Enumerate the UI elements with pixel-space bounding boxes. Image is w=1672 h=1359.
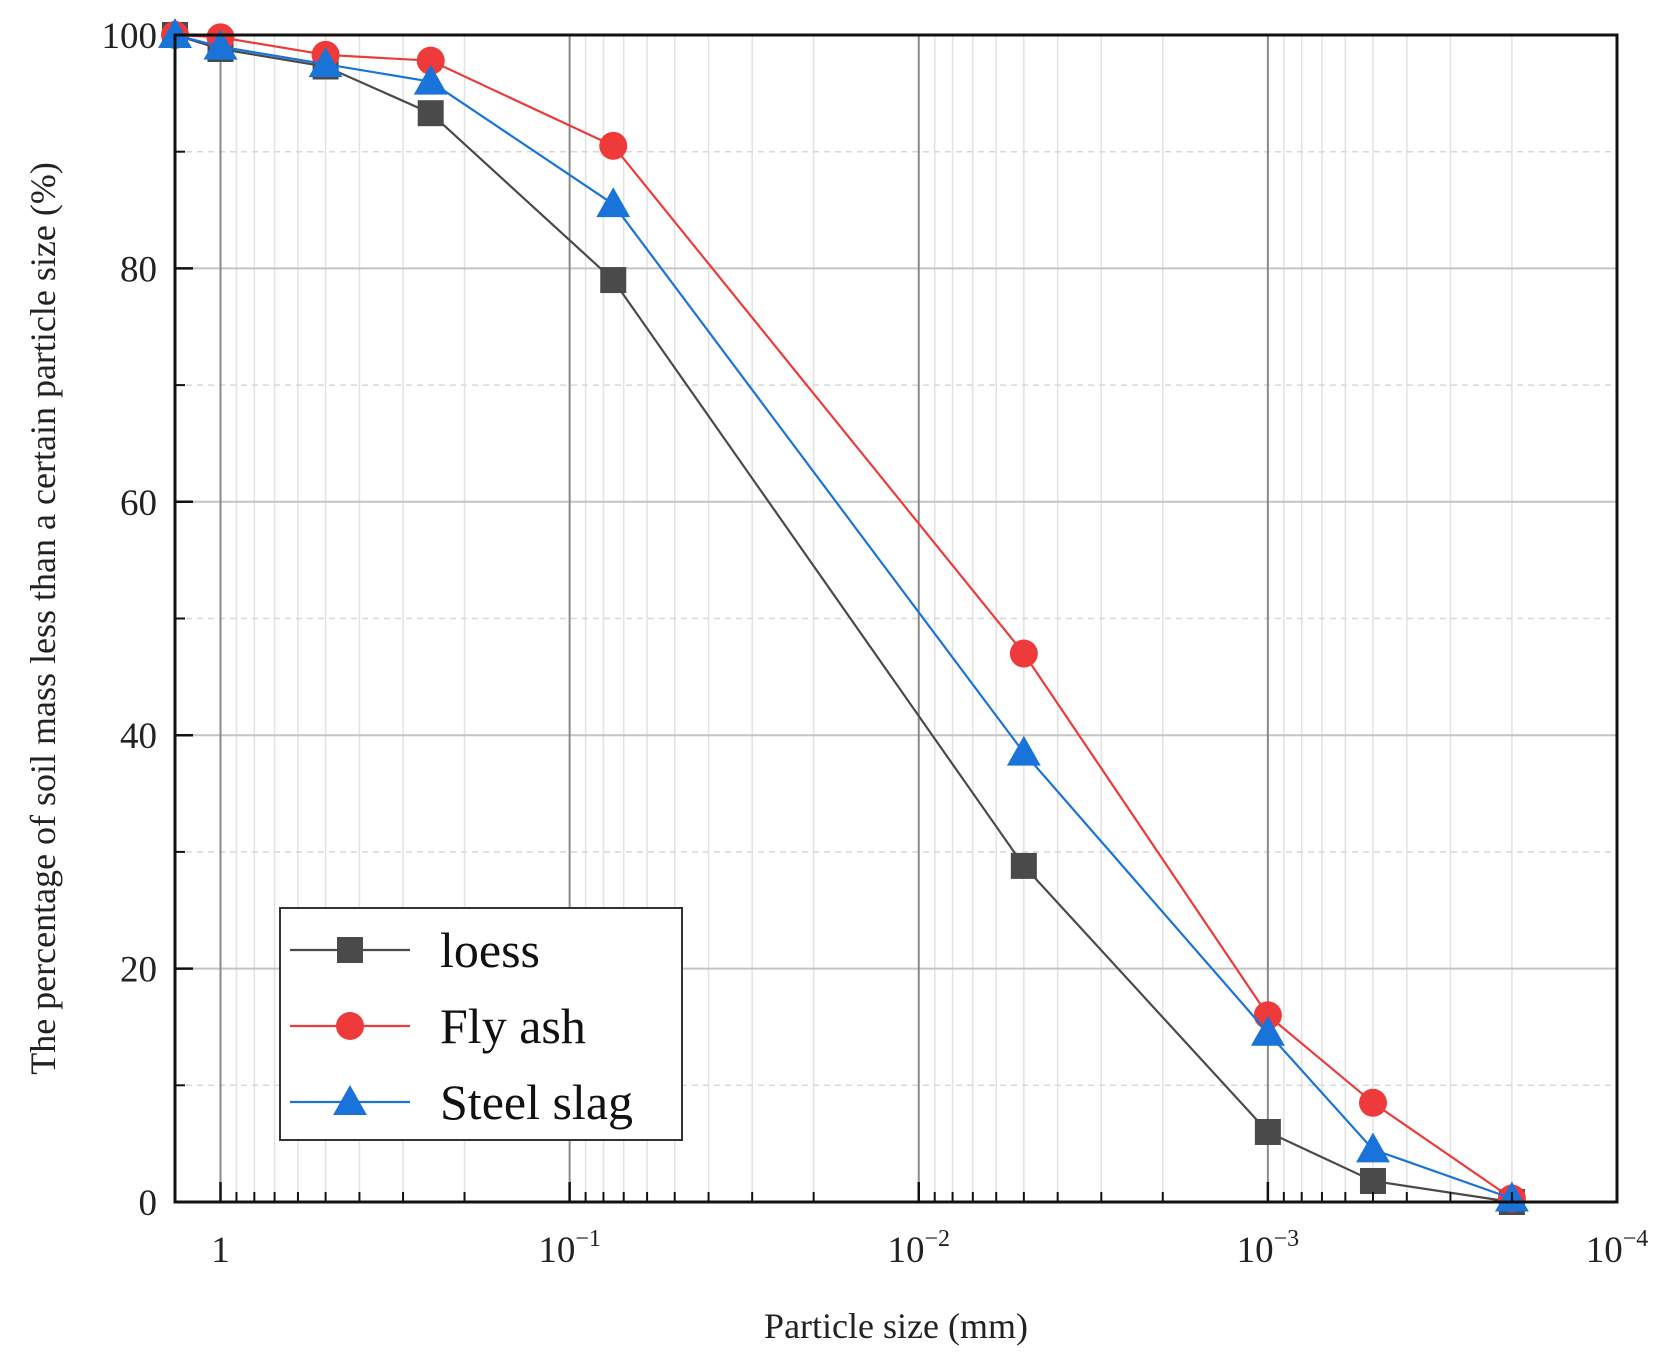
data-point-square (1359, 1167, 1386, 1194)
x-tick-label: 1 (211, 1230, 230, 1271)
ticks: 0 20 40 60 80 100 1 10−1 10−2 10−3 10−4 (102, 16, 1649, 1271)
legend-label: Steel slag (440, 1074, 633, 1130)
data-point-triangle (596, 187, 631, 218)
data-point-triangle (203, 29, 238, 60)
y-axis-title: The percentage of soil mass less than a … (23, 162, 63, 1075)
legend-label: loess (440, 922, 540, 978)
data-point-square (337, 937, 363, 963)
y-tick-label: 80 (120, 249, 157, 290)
data-point-circle (416, 46, 445, 75)
y-tick-label: 0 (139, 1183, 158, 1224)
legend-item: Fly ash (290, 998, 586, 1054)
legend-item: Steel slag (290, 1074, 633, 1130)
y-tick-label: 60 (120, 483, 157, 524)
x-tick-label: 10−3 (1237, 1226, 1300, 1271)
data-point-circle (336, 1012, 364, 1040)
y-tick-label: 40 (120, 716, 157, 757)
data-point-square (417, 100, 444, 127)
data-point-triangle (1356, 1132, 1390, 1163)
legend-label: Fly ash (440, 998, 586, 1054)
x-axis-title: Particle size (mm) (764, 1306, 1028, 1346)
y-tick-label: 100 (102, 16, 158, 57)
data-point-circle (599, 131, 628, 160)
data-point-triangle (333, 1085, 367, 1115)
x-tick-label: 10−2 (887, 1226, 950, 1271)
x-tick-label: 10−4 (1586, 1226, 1649, 1271)
legend: loess Fly ash Steel slag (279, 907, 683, 1141)
y-tick-label: 20 (120, 950, 157, 991)
data-point-circle (1253, 1001, 1282, 1030)
data-point-circle (1358, 1088, 1387, 1117)
series-layer (158, 18, 1529, 1215)
legend-item: loess (290, 922, 540, 978)
data-point-square (1254, 1118, 1281, 1145)
data-point-square (600, 267, 627, 294)
data-point-triangle (413, 64, 448, 95)
data-point-square (1010, 852, 1037, 879)
data-point-triangle (1006, 735, 1041, 766)
series-steel-slag (158, 18, 1529, 1212)
data-point-triangle (1250, 1015, 1285, 1046)
data-point-triangle (308, 47, 343, 78)
data-point-circle (1009, 639, 1038, 668)
x-tick-label: 10−1 (538, 1226, 601, 1271)
data-point-triangle (158, 18, 192, 48)
